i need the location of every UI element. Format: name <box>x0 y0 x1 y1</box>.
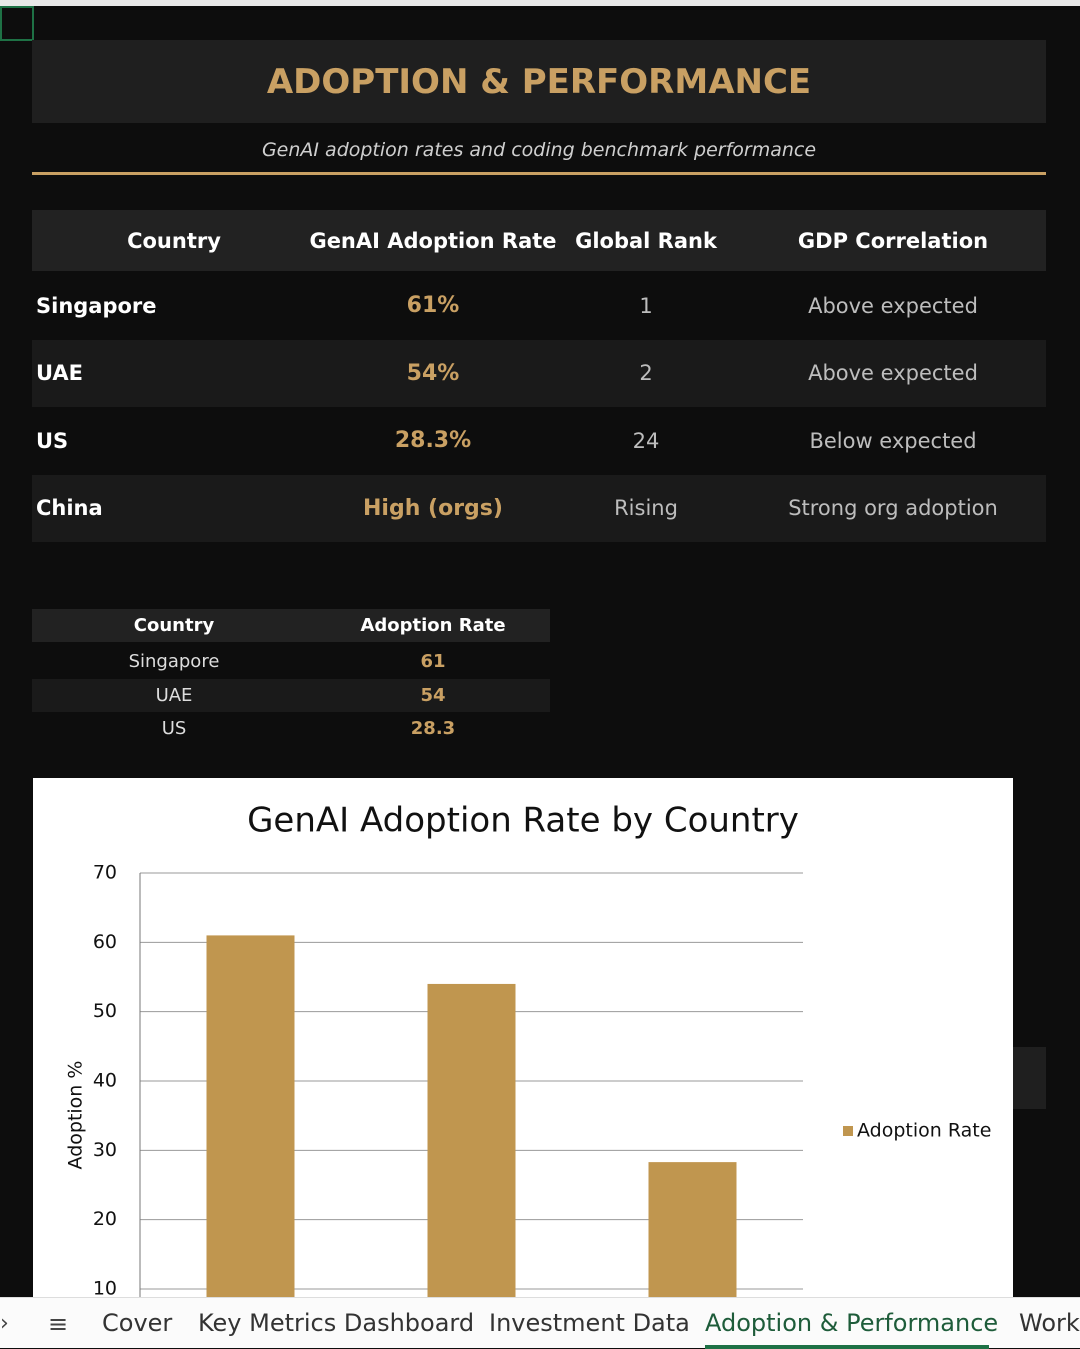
table-cell: Below expected <box>809 428 977 453</box>
table-cell: High (orgs) <box>363 495 503 521</box>
y-axis-label: Adoption % <box>65 1061 87 1170</box>
column-header: GenAI Adoption Rate <box>309 228 557 253</box>
column-header: Adoption Rate <box>360 615 506 636</box>
sheet-tab[interactable]: Work <box>1019 1308 1080 1337</box>
y-tick-label: 40 <box>93 1070 117 1092</box>
table-row <box>32 474 1046 542</box>
page-subtitle: GenAI adoption rates and coding benchmar… <box>261 139 817 161</box>
table-cell: Strong org adoption <box>788 496 998 520</box>
bar <box>427 983 516 1297</box>
y-tick-label: 30 <box>93 1139 117 1161</box>
table-cell: 2 <box>639 361 653 385</box>
column-header: Global Rank <box>575 228 717 253</box>
sheet-tab[interactable]: Investment Data <box>489 1308 690 1337</box>
y-tick-label: 60 <box>93 931 117 953</box>
table-cell: Singapore <box>128 651 220 672</box>
y-tick-label: 50 <box>93 1000 117 1022</box>
sheet-tab[interactable]: Cover <box>102 1308 173 1337</box>
summary-row <box>32 678 550 712</box>
chart: GenAI Adoption Rate by Country Adoption … <box>33 778 1013 1297</box>
sheet-tab[interactable]: Adoption & Performance <box>705 1308 999 1337</box>
summary-header-row <box>32 609 550 642</box>
divider <box>32 172 1046 175</box>
country-name: Singapore <box>36 293 157 318</box>
legend-label: Adoption Rate <box>857 1120 991 1142</box>
y-tick-label: 10 <box>93 1278 117 1298</box>
country-name: China <box>36 496 103 520</box>
bar <box>648 1162 737 1297</box>
table-cell: Above expected <box>808 361 978 385</box>
column-header: GDP Correlation <box>797 228 989 253</box>
scroll-arrow[interactable]: › <box>0 1311 9 1336</box>
column-header: Country <box>127 228 221 253</box>
active-tab-underline <box>705 1345 989 1349</box>
country-name: UAE <box>36 361 84 385</box>
table-cell: Above expected <box>808 293 978 318</box>
column-header: Country <box>133 615 215 636</box>
bar <box>206 935 295 1297</box>
y-tick-label: 20 <box>93 1208 117 1230</box>
selected-cell[interactable] <box>0 6 34 41</box>
table-cell: 24 <box>632 428 660 453</box>
table-cell: 28.3% <box>394 428 472 453</box>
table-cell: UAE <box>155 684 193 706</box>
table-cell: 1 <box>639 293 653 318</box>
sheet-menu[interactable]: ≡ <box>48 1309 69 1338</box>
table-cell: 28.3 <box>410 718 456 739</box>
cell-fill <box>1013 1047 1046 1109</box>
header-band <box>32 40 1046 123</box>
table-cell: 54% <box>406 360 460 386</box>
country-name: US <box>36 428 69 453</box>
column-header-strip <box>0 0 1080 6</box>
legend-swatch <box>843 1126 853 1136</box>
y-tick-label: 70 <box>93 862 117 884</box>
chart-title: GenAI Adoption Rate by Country <box>247 801 799 841</box>
page-title: ADOPTION & PERFORMANCE <box>266 61 812 102</box>
table-cell: 61% <box>406 293 460 318</box>
table-cell: 61 <box>420 651 446 672</box>
table-header-row <box>32 210 1046 271</box>
sheet-tab-bar: › ≡ Cover Key Metrics Dashboard Investment… <box>0 1297 1080 1349</box>
table-row <box>32 339 1046 407</box>
table-cell: Rising <box>614 496 678 520</box>
table-cell: 54 <box>420 684 446 706</box>
sheet-tab[interactable]: Key Metrics Dashboard <box>198 1308 475 1337</box>
table-cell: US <box>161 718 187 739</box>
